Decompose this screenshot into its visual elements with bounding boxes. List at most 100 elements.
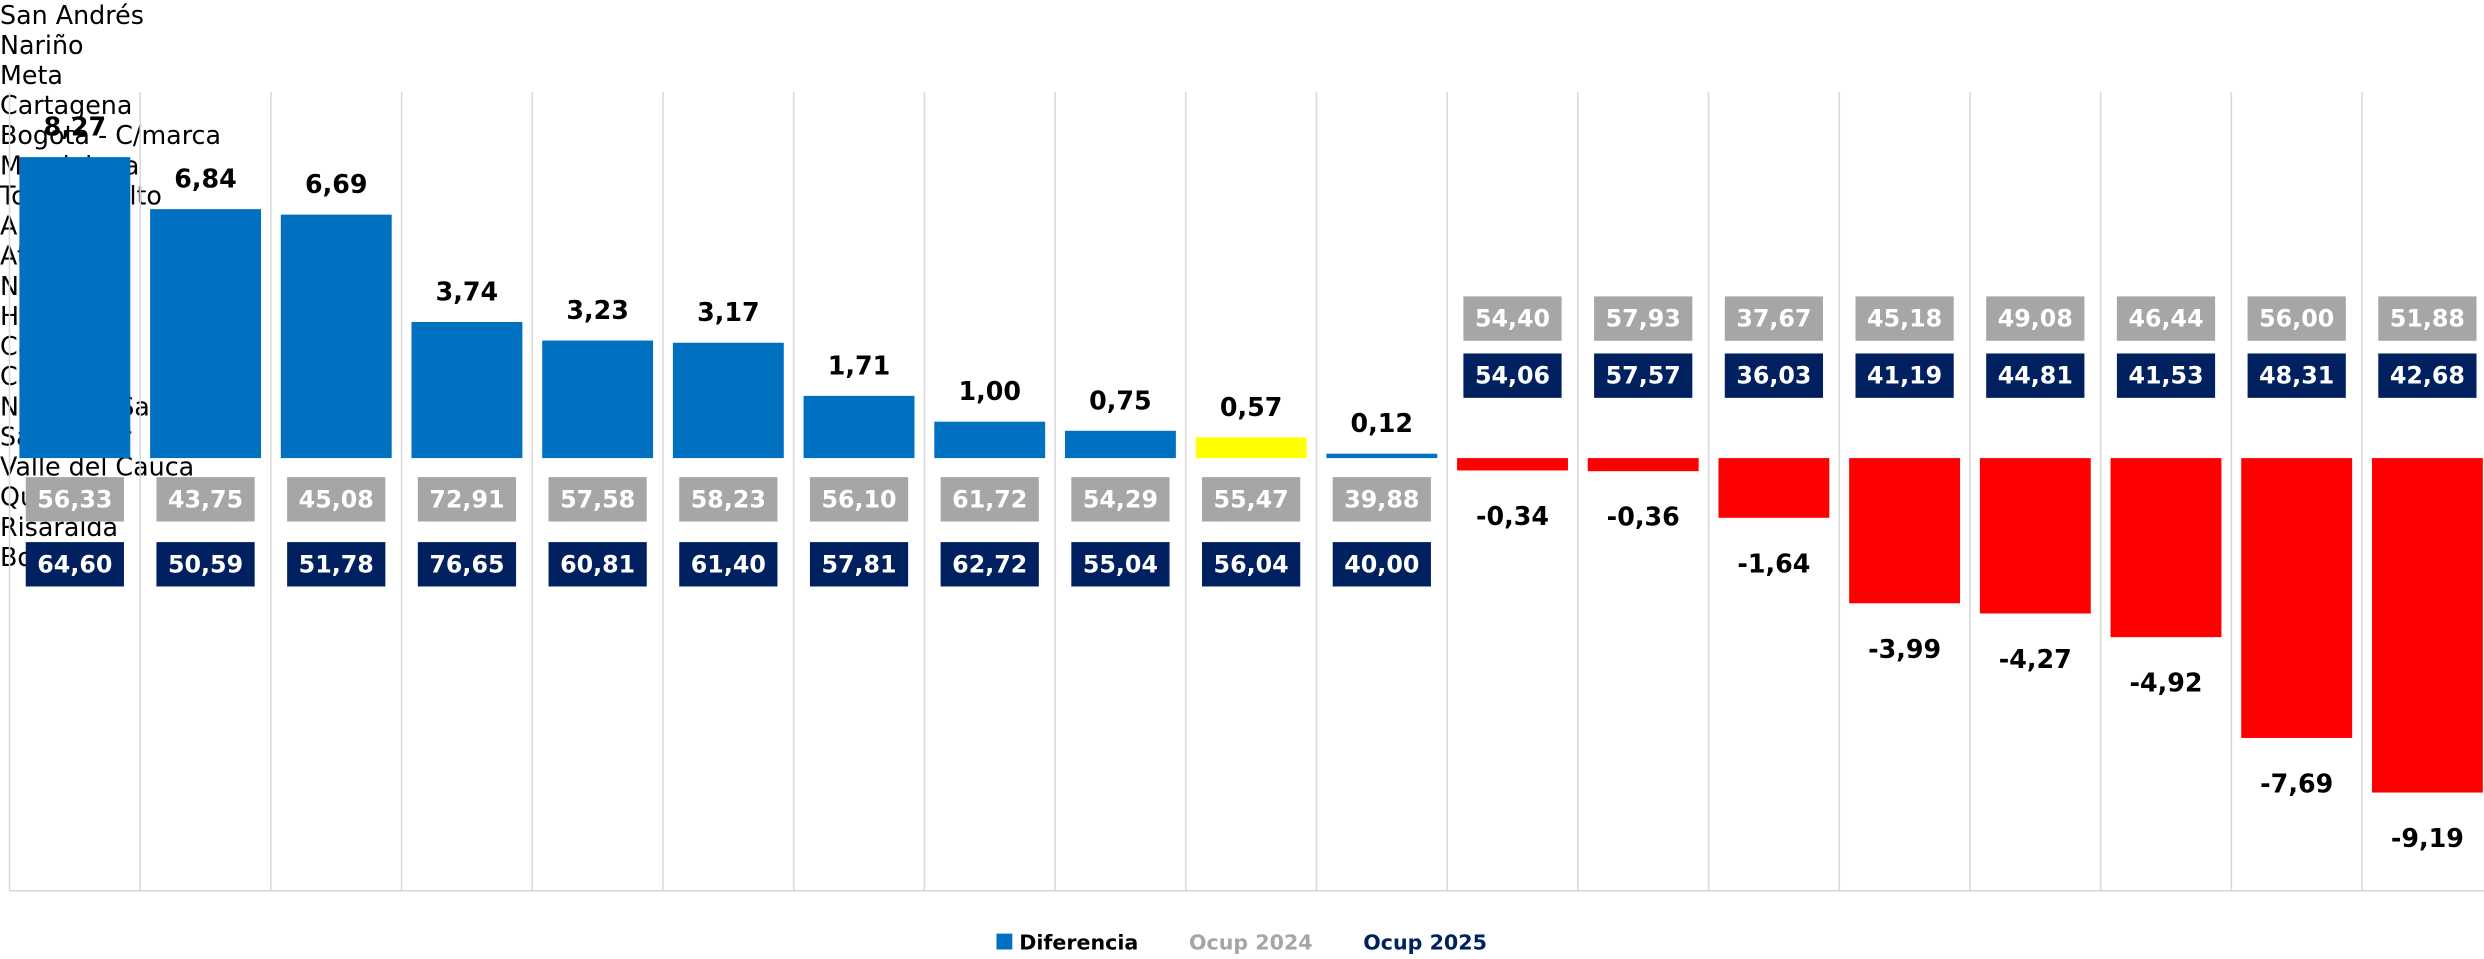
ocup-box [287, 477, 386, 522]
data-label: 0,12 [1351, 408, 1414, 438]
ocup-label: 54,29 [1083, 485, 1158, 513]
bar [19, 157, 131, 459]
bar [542, 340, 654, 459]
ocup-label: 57,57 [1606, 362, 1681, 390]
bar [1064, 430, 1176, 459]
bar [1718, 458, 1830, 518]
ocup-box [25, 477, 124, 522]
ocup-box [1986, 353, 2085, 398]
ocup-label: 48,31 [2259, 362, 2334, 390]
bar [672, 342, 784, 459]
bar [2110, 458, 2222, 638]
ocup-label: 57,93 [1606, 305, 1681, 333]
ocup-label: 56,00 [2259, 305, 2334, 333]
ocup-label: 56,33 [37, 485, 112, 513]
ocup-label: 57,81 [821, 550, 896, 578]
ocup-box [1332, 477, 1431, 522]
legend-text: Ocup 2025 [1363, 932, 1487, 956]
ocup-label: 56,04 [1214, 550, 1289, 578]
ocup-box [1594, 296, 1693, 341]
category-label: San Andrés [0, 0, 144, 31]
bar [934, 421, 1046, 459]
ocup-box [2116, 353, 2216, 398]
ocup-label: 64,60 [37, 550, 112, 578]
ocup-label: 42,68 [2390, 362, 2465, 390]
data-label: 3,74 [436, 276, 499, 306]
data-label: -4,27 [1999, 644, 2072, 674]
ocup-label: 40,00 [1344, 550, 1419, 578]
data-label: -3,99 [1868, 634, 1941, 664]
ocup-label: 51,88 [2390, 305, 2465, 333]
ocup-label: 58,23 [691, 485, 766, 513]
ocup-box [287, 542, 386, 587]
ocup-box [809, 477, 909, 522]
ocup-label: 55,47 [1214, 485, 1289, 513]
ocup-label: 39,88 [1344, 485, 1419, 513]
ocup-label: 51,78 [299, 550, 374, 578]
ocup-box [1463, 353, 1562, 398]
bar [1195, 437, 1307, 459]
bar [1457, 458, 1568, 471]
legend-entry: Ocup 2025 [1363, 932, 1487, 956]
ocup-box [1986, 296, 2085, 341]
data-label: 6,69 [305, 169, 368, 199]
data-label: 1,00 [958, 376, 1021, 406]
ocup-label: 41,19 [1867, 362, 1942, 390]
legend-text: Ocup 2024 [1188, 932, 1313, 956]
bar [1326, 453, 1438, 459]
ocup-label: 45,08 [299, 485, 374, 513]
ocup-label: 55,04 [1083, 550, 1158, 578]
ocup-box [2378, 353, 2477, 398]
ocup-box [1855, 353, 1954, 398]
data-label: 0,75 [1089, 385, 1152, 415]
bar [1849, 458, 1961, 604]
ocup-box [156, 542, 255, 587]
ocup-box [1724, 296, 1824, 341]
ocup-box [1855, 296, 1954, 341]
ocup-label: 49,08 [1998, 305, 2073, 333]
data-label: 1,71 [828, 350, 891, 380]
ocup-box [679, 542, 778, 587]
ocup-box [940, 542, 1039, 587]
category-label: Bogotá - C/marca [0, 120, 222, 151]
ocup-label: 36,03 [1736, 362, 1811, 390]
ocup-box [548, 542, 647, 587]
ocup-box [1332, 542, 1431, 587]
ocup-box [25, 542, 124, 587]
ocup-box [940, 477, 1039, 522]
data-label: 0,57 [1220, 392, 1283, 422]
data-label: 3,23 [566, 295, 629, 325]
ocup-label: 54,40 [1475, 305, 1550, 333]
ocup-box [1202, 477, 1301, 522]
legend-entry: Diferencia [997, 932, 1138, 956]
ocup-box [1594, 353, 1693, 398]
ocup-label: 54,06 [1475, 362, 1550, 390]
ocup-label: 56,10 [821, 485, 896, 513]
ocup-label: 57,58 [560, 485, 635, 513]
ocup-label: 45,18 [1867, 305, 1942, 333]
bar [2241, 458, 2353, 738]
ocup-box [417, 477, 517, 522]
data-label: 3,17 [697, 297, 760, 327]
ocup-box [1463, 296, 1562, 341]
bar [1587, 458, 1699, 472]
ocup-box [548, 477, 647, 522]
category-label: Meta [0, 60, 63, 91]
ocup-box [679, 477, 778, 522]
category-label: Nariño [0, 30, 84, 61]
data-label: -9,19 [2391, 823, 2464, 853]
data-label: 6,84 [174, 164, 237, 194]
ocup-box [1071, 477, 1170, 522]
ocup-label: 62,72 [952, 550, 1027, 578]
legend-text: Diferencia [1019, 932, 1139, 956]
bar [150, 209, 261, 459]
ocup-box [1724, 353, 1824, 398]
ocup-label: 46,44 [2128, 305, 2203, 333]
data-label: -1,64 [1737, 548, 1810, 578]
ocup-label: 37,67 [1736, 305, 1811, 333]
bar [280, 214, 392, 459]
bar [803, 395, 915, 459]
